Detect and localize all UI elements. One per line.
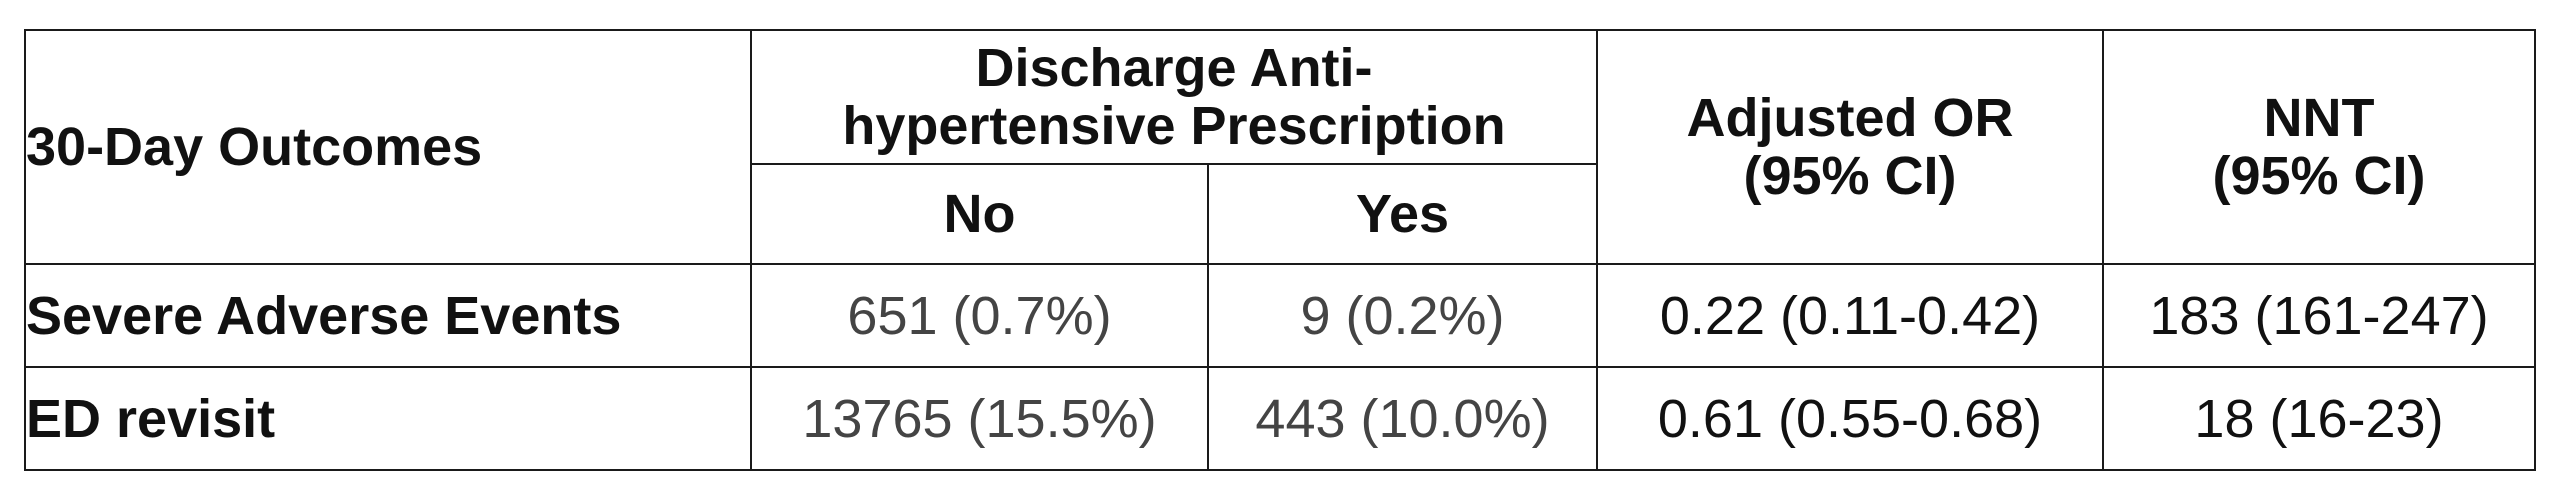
- discharge-header-line1: Discharge Anti-: [975, 38, 1373, 98]
- header-row-1: 30-Day Outcomes Discharge Anti- hyperten…: [24, 29, 2536, 265]
- table-row: ED revisit 13765 (15.5%) 443 (10.0%) 0.6…: [24, 366, 2536, 471]
- yes-value: 9 (0.2%): [1207, 263, 1598, 368]
- header-row-2: No Yes: [25, 163, 2535, 265]
- outcomes-table: 30-Day Outcomes Discharge Anti- hyperten…: [24, 29, 2536, 471]
- adjusted-or-header: Adjusted OR (95% CI): [1596, 29, 2104, 265]
- row-label: Severe Adverse Events: [24, 263, 752, 368]
- adjusted-or-header-line1: Adjusted OR: [1686, 88, 2014, 148]
- no-column-header: No: [750, 163, 1209, 265]
- nnt-header: NNT (95% CI): [2102, 29, 2536, 265]
- no-value: 13765 (15.5%): [750, 366, 1209, 471]
- yes-value: 443 (10.0%): [1207, 366, 1598, 471]
- adjusted-or-value: 0.22 (0.11-0.42): [1596, 263, 2104, 368]
- discharge-header-line2: hypertensive Prescription: [842, 96, 1506, 156]
- nnt-header-line1: NNT: [2263, 88, 2375, 148]
- nnt-value: 18 (16-23): [2102, 366, 2536, 471]
- no-value: 651 (0.7%): [750, 263, 1209, 368]
- nnt-header-line2: (95% CI): [2212, 146, 2426, 206]
- discharge-prescription-header: Discharge Anti- hypertensive Prescriptio…: [750, 29, 1598, 165]
- adjusted-or-header-line2: (95% CI): [1743, 146, 1957, 206]
- nnt-value: 183 (161-247): [2102, 263, 2536, 368]
- yes-column-header: Yes: [1207, 163, 1598, 265]
- row-label: ED revisit: [24, 366, 752, 471]
- table-row: Severe Adverse Events 651 (0.7%) 9 (0.2%…: [24, 263, 2536, 368]
- outcomes-column-header: 30-Day Outcomes: [24, 29, 752, 265]
- adjusted-or-value: 0.61 (0.55-0.68): [1596, 366, 2104, 471]
